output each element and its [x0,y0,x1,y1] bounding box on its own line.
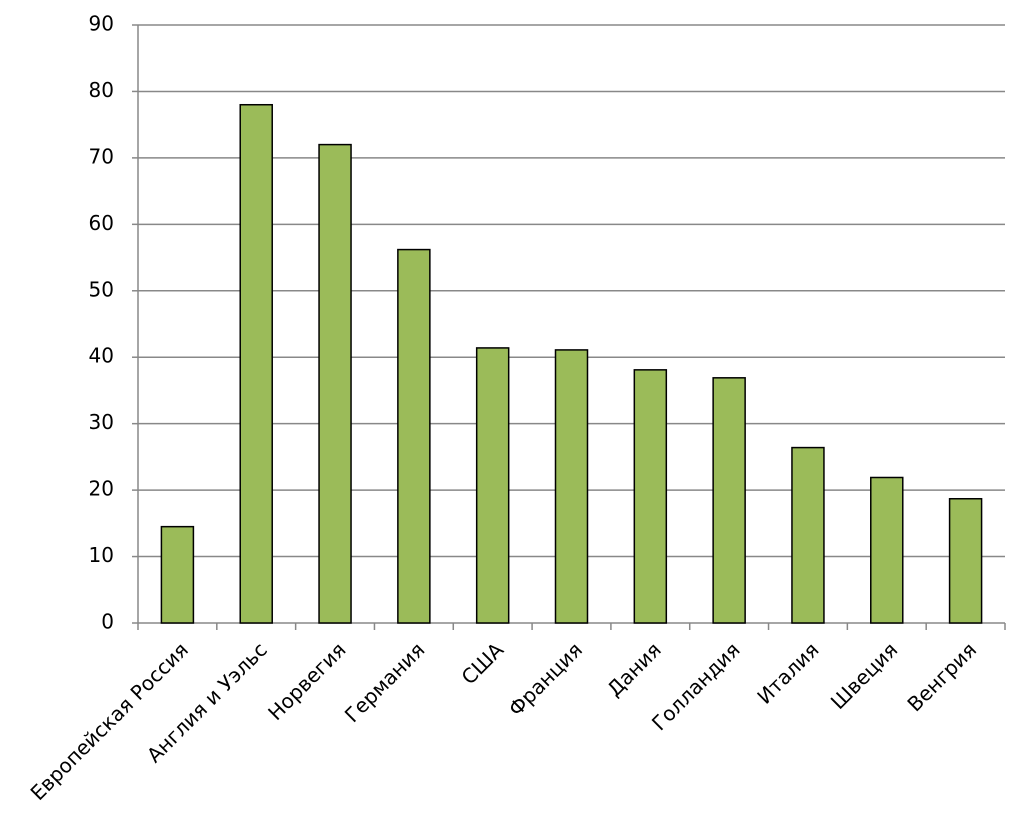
y-tick-label: 0 [101,610,114,634]
x-tick-label: Италия [752,638,823,709]
y-tick-label: 30 [89,410,114,434]
x-tick-label: Норвегия [263,638,350,725]
x-tick-label: Германия [340,638,430,728]
bar [318,143,352,624]
bar [870,476,904,624]
y-tick-label: 80 [89,78,114,102]
bar [397,248,431,624]
x-tick-label: Венгрия [902,638,981,717]
y-tick-label: 60 [89,211,114,235]
x-tick-label: Франция [504,638,587,721]
y-tick-label: 10 [89,543,114,567]
x-tick-label: Дания [602,638,666,702]
x-tick-label: США [457,637,509,689]
bar [791,446,825,624]
bar [948,497,983,624]
y-tick-label: 40 [89,344,114,368]
bar [554,349,589,624]
bar [160,525,195,624]
y-tick-label: 70 [89,144,114,168]
bar [712,377,746,624]
x-tick-label: Европейская Россия [26,638,193,805]
y-tick-label: 90 [89,12,114,36]
y-tick-label: 20 [89,477,114,501]
bar [475,347,510,624]
y-tick-label: 50 [89,277,114,301]
bar [239,103,273,624]
x-tick-label: Швеция [826,638,902,714]
bar [633,369,668,624]
